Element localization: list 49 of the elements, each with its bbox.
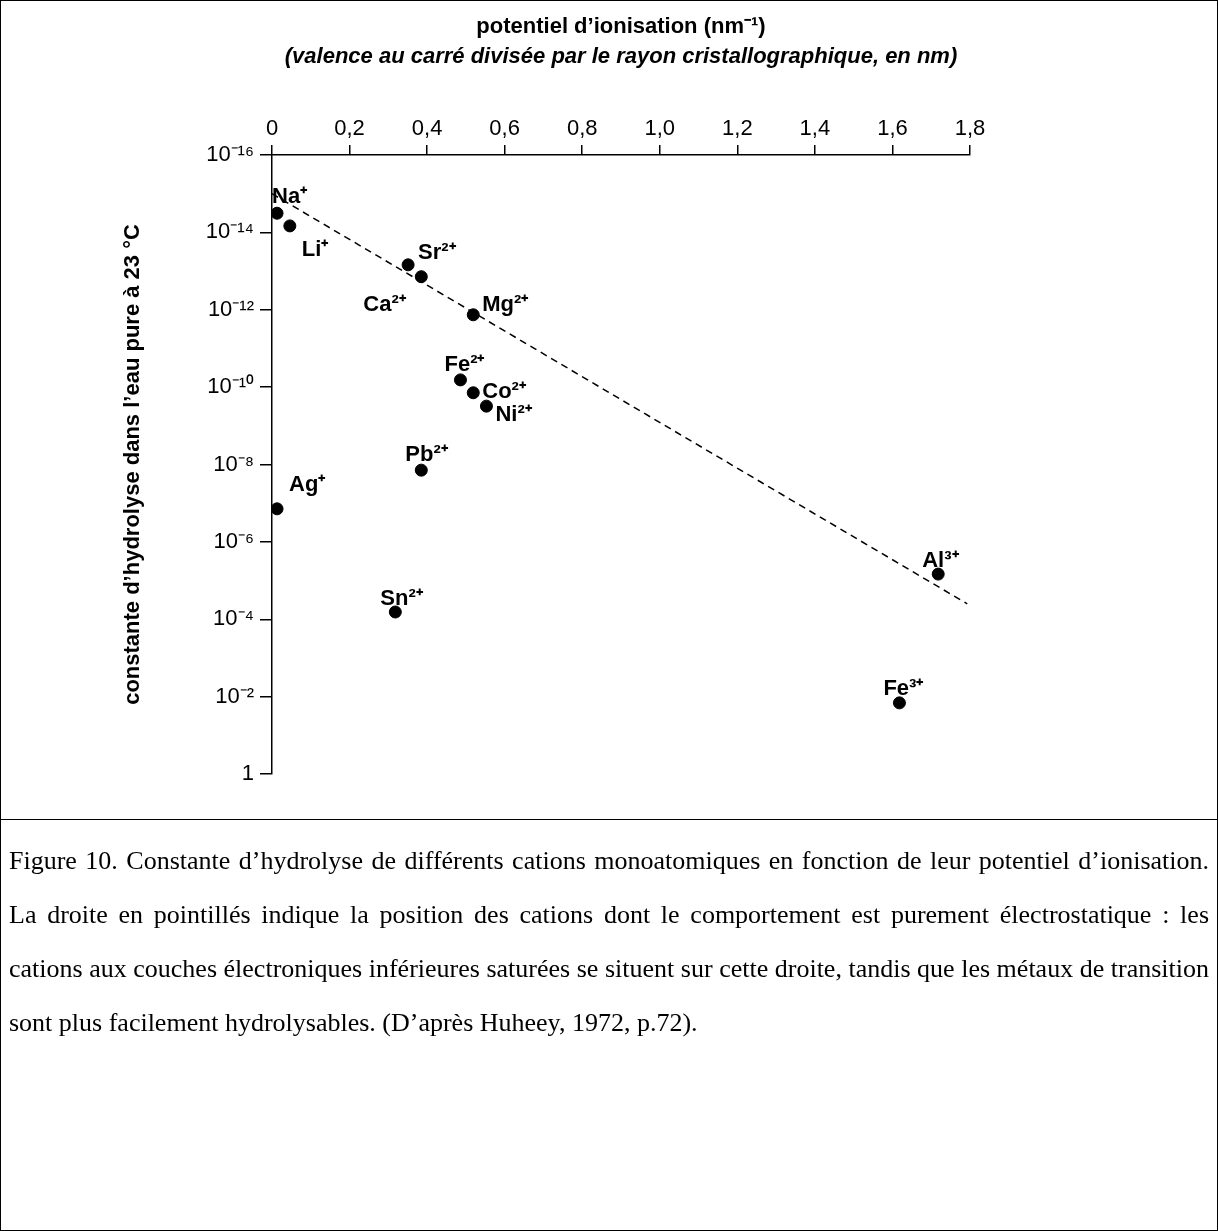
chart-title: potentiel d’ionisation (nm⁻¹) bbox=[476, 13, 766, 38]
annotation: Co²⁺ bbox=[482, 377, 527, 403]
x-tick-label: 0,4 bbox=[411, 114, 443, 140]
annotation: Pb²⁺ bbox=[405, 441, 449, 467]
point bbox=[388, 605, 402, 619]
y-tick-label: 10⁻² bbox=[215, 682, 254, 708]
point bbox=[272, 206, 284, 220]
annotation: Sn²⁺ bbox=[380, 585, 424, 611]
x-tick-label: 0,8 bbox=[566, 114, 598, 140]
y-tick-label: 10⁻⁴ bbox=[213, 605, 254, 631]
point bbox=[401, 258, 415, 272]
annotation: Li⁺ bbox=[301, 235, 330, 261]
point bbox=[453, 373, 467, 387]
annotation: Fe³⁺ bbox=[883, 674, 925, 700]
x-tick-label: 1,6 bbox=[877, 114, 908, 140]
y-tick-label: 10⁻⁸ bbox=[213, 450, 254, 476]
x-tick-label: 0 bbox=[265, 114, 279, 140]
x-tick-label: 0,6 bbox=[489, 114, 520, 140]
y-axis-title: constante d’hydrolyse dans l’eau pure à 23 °C bbox=[119, 224, 144, 705]
caption: Figure 10. Constante d’hydrolyse de différents cations monoatomiques en fonction de leur potentiel d’ionisation. La droite en pointillés indique la position des cations dont le comportement est purement électrostatique : les cations aux couches électroniques inférieures saturées se situent sur cette droite, tandis que les métaux de transition sont plus facilement hydrolysables. (D’après Huheey, 1972, p.72). bbox=[1, 819, 1217, 1050]
point bbox=[414, 270, 428, 284]
x-tick-label: 0,2 bbox=[334, 114, 365, 140]
y-tick-label: 1 bbox=[241, 760, 254, 786]
x-tick-label: 1,8 bbox=[954, 114, 986, 140]
y-tick-label: 10⁻¹⁶ bbox=[206, 141, 254, 167]
annotation: Na⁺ bbox=[272, 183, 309, 209]
y-tick-label: 10⁻¹² bbox=[207, 295, 254, 321]
point bbox=[931, 567, 945, 581]
x-tick-label: 1,2 bbox=[722, 114, 753, 140]
point bbox=[892, 696, 906, 710]
point bbox=[414, 463, 428, 477]
annotation: Ca²⁺ bbox=[363, 290, 407, 316]
point bbox=[272, 502, 284, 516]
annotation: Ag⁺ bbox=[289, 470, 327, 496]
point bbox=[479, 399, 493, 413]
point bbox=[466, 308, 480, 322]
annotation: Ni²⁺ bbox=[495, 401, 533, 427]
y-tick-label: 10⁻¹⁰ bbox=[207, 373, 254, 399]
annotation: Sr²⁺ bbox=[418, 238, 457, 264]
x-tick-label: 1,4 bbox=[799, 114, 831, 140]
chart-subtitle: (valence au carré divisée par le rayon cristallographique, en nm) bbox=[284, 43, 958, 68]
y-tick-label: 10⁻⁶ bbox=[213, 527, 254, 553]
y-tick-label: 10⁻¹⁴ bbox=[205, 218, 254, 244]
point bbox=[466, 386, 480, 400]
point bbox=[283, 219, 297, 233]
annotation: Al³⁺ bbox=[922, 547, 960, 573]
annotation: Fe²⁺ bbox=[444, 350, 486, 376]
annotation: Mg²⁺ bbox=[482, 290, 530, 316]
x-tick-label: 1,0 bbox=[644, 114, 676, 140]
